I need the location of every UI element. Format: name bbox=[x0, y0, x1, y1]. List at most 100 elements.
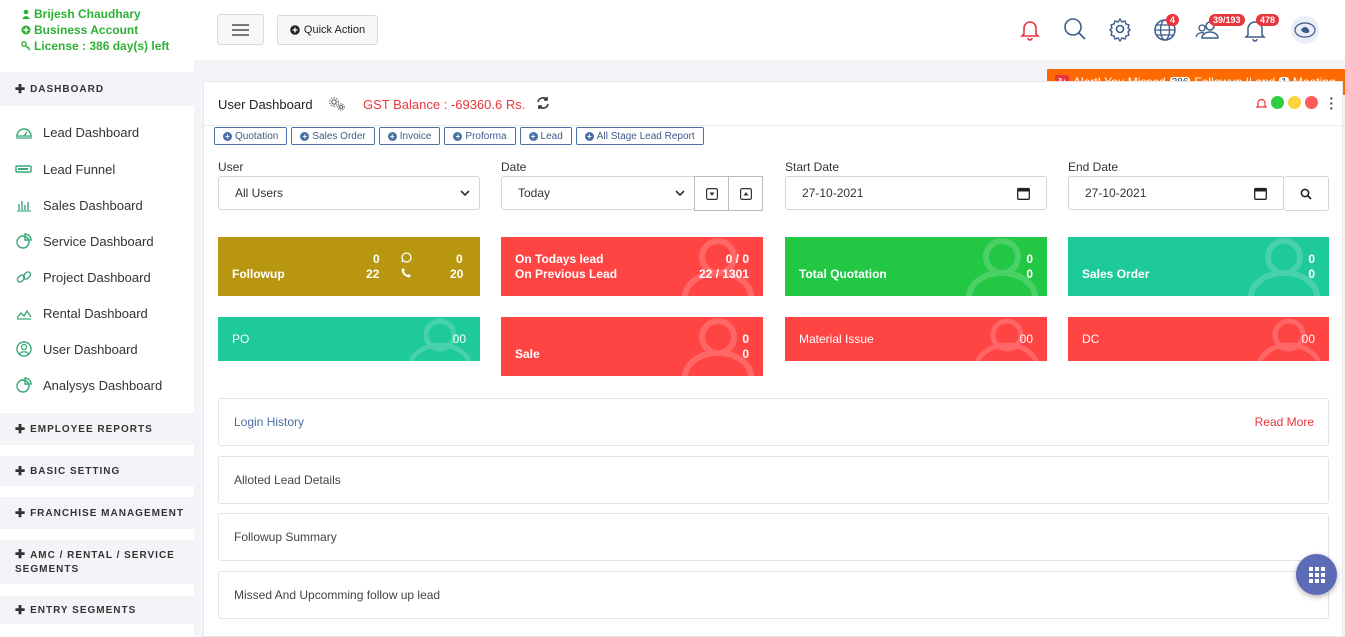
alloted-lead-details-section[interactable]: Alloted Lead Details bbox=[218, 456, 1329, 504]
start-date-label: Start Date bbox=[785, 160, 840, 174]
todays-lead-card[interactable]: On Todays lead On Previous Lead 0 / 0 22… bbox=[501, 237, 763, 296]
apps-grid-button[interactable] bbox=[1296, 554, 1337, 595]
sales-order-link[interactable]: + Sales Order bbox=[291, 127, 375, 145]
proforma-link[interactable]: + Proforma bbox=[444, 127, 516, 145]
section-dashboard[interactable]: ✚ DASHBOARD bbox=[0, 72, 194, 106]
more-options-icon[interactable]: · · · bbox=[1329, 90, 1334, 116]
card-label: Total Quotation bbox=[799, 267, 887, 281]
all-stage-lead-report-link[interactable]: + All Stage Lead Report bbox=[575, 127, 704, 145]
po-card[interactable]: PO 00 bbox=[218, 317, 480, 361]
sidebar-item-label: Lead Funnel bbox=[43, 161, 116, 177]
search-button[interactable] bbox=[1283, 176, 1329, 211]
sidebar-item-label: Lead Dashboard bbox=[43, 124, 140, 140]
users-watermark-icon bbox=[408, 318, 472, 361]
quotation-value-top: 0 bbox=[1026, 252, 1033, 266]
sidebar-item-project-dashboard[interactable]: Project Dashboard bbox=[0, 259, 194, 295]
status-dot-green[interactable] bbox=[1271, 96, 1284, 109]
read-more-link[interactable]: Read More bbox=[1254, 415, 1314, 429]
lead-link[interactable]: + Lead bbox=[519, 127, 572, 145]
section-label: BASIC SETTING bbox=[30, 465, 121, 477]
sale-card[interactable]: Sale 0 0 bbox=[501, 317, 763, 376]
section-employee-reports[interactable]: ✚ EMPLOYEE REPORTS bbox=[0, 413, 194, 445]
section-label-wrap: ✚ AMC / RENTAL / SERVICE SEGMENTS bbox=[15, 547, 185, 577]
total-quotation-card[interactable]: Total Quotation 0 0 bbox=[785, 237, 1047, 296]
end-date-value: 27-10-2021 bbox=[1085, 186, 1147, 200]
followup-summary-section[interactable]: Followup Summary bbox=[218, 513, 1329, 561]
date-select[interactable]: Today bbox=[501, 176, 695, 210]
previous-lead-value: 22 / 1301 bbox=[698, 267, 749, 281]
sidebar-item-service-dashboard[interactable]: Service Dashboard bbox=[0, 223, 194, 259]
language-button[interactable]: 4 bbox=[1152, 14, 1180, 42]
calendar-icon[interactable] bbox=[1254, 187, 1267, 200]
section-label: ENTRY SEGMENTS bbox=[30, 604, 137, 616]
globe-icon bbox=[1154, 19, 1176, 41]
card-label: Material Issue bbox=[799, 332, 874, 346]
link-icon bbox=[16, 271, 32, 283]
topbar: Quick Action 4 39/193 478 bbox=[194, 0, 1345, 60]
globe-badge: 4 bbox=[1166, 14, 1180, 26]
search-icon[interactable] bbox=[1062, 16, 1088, 42]
sale-value-bottom: 0 bbox=[742, 347, 749, 361]
notifications-badge: 478 bbox=[1256, 14, 1280, 26]
end-date-input[interactable]: 27-10-2021 bbox=[1068, 176, 1284, 210]
date-up-button[interactable] bbox=[728, 176, 763, 211]
profile-logo[interactable] bbox=[1291, 16, 1319, 44]
account-type: Business Account bbox=[34, 23, 139, 37]
login-history-section[interactable]: Login History Read More bbox=[218, 398, 1329, 446]
material-issue-card[interactable]: Material Issue 00 bbox=[785, 317, 1047, 361]
sidebar-item-lead-funnel[interactable]: Lead Funnel bbox=[0, 151, 194, 187]
status-dot-yellow[interactable] bbox=[1288, 96, 1301, 109]
section-title: Missed And Upcomming follow up lead bbox=[234, 588, 441, 602]
users-badge: 39/193 bbox=[1209, 14, 1245, 26]
missed-upcoming-followup-section[interactable]: Missed And Upcomming follow up lead bbox=[218, 571, 1329, 619]
header-divider bbox=[204, 125, 1344, 126]
start-date-input[interactable]: 27-10-2021 bbox=[785, 176, 1047, 210]
sidebar-item-user-dashboard[interactable]: User Dashboard bbox=[0, 331, 194, 367]
whatsapp-icon bbox=[401, 252, 412, 263]
todays-lead-value: 0 / 0 bbox=[725, 252, 749, 266]
bell-icon[interactable] bbox=[1256, 97, 1267, 109]
sync-icon[interactable] bbox=[536, 96, 550, 110]
user-select[interactable]: All Users bbox=[218, 176, 480, 210]
sidebar-item-lead-dashboard[interactable]: Lead Dashboard bbox=[0, 114, 194, 150]
followup-value-bottom: 22 bbox=[366, 267, 380, 281]
section-entry-segments[interactable]: ✚ ENTRY SEGMENTS bbox=[0, 596, 194, 624]
date-down-button[interactable] bbox=[694, 176, 729, 211]
quick-links: + Quotation + Sales Order + Invoice + Profor… bbox=[214, 127, 704, 145]
sidebar-item-label: Rental Dashboard bbox=[43, 305, 148, 321]
quick-action-button[interactable]: Quick Action bbox=[277, 15, 378, 45]
sales-order-card[interactable]: Sales Order 0 0 bbox=[1068, 237, 1329, 296]
notifications-button[interactable]: 478 bbox=[1242, 14, 1280, 42]
status-dot-red[interactable] bbox=[1305, 96, 1318, 109]
quotation-link[interactable]: + Quotation bbox=[214, 127, 288, 145]
user-name-row[interactable]: Brijesh Chaudhary bbox=[21, 6, 194, 22]
section-label: FRANCHISE MANAGEMENT bbox=[30, 507, 184, 519]
gear-icon[interactable] bbox=[1107, 16, 1133, 42]
followup-card[interactable]: Followup 0 22 0 20 bbox=[218, 237, 480, 296]
sales-order-value-top: 0 bbox=[1308, 252, 1315, 266]
battery-icon bbox=[15, 165, 32, 173]
link-label: Lead bbox=[540, 130, 563, 142]
sidebar-item-rental-dashboard[interactable]: Rental Dashboard bbox=[0, 295, 194, 331]
dc-card[interactable]: DC 00 bbox=[1068, 317, 1329, 361]
link-label: Quotation bbox=[235, 130, 279, 142]
section-amc-rental-service[interactable]: ✚ AMC / RENTAL / SERVICE SEGMENTS bbox=[0, 540, 194, 584]
link-label: Invoice bbox=[399, 130, 432, 142]
sidebar-item-sales-dashboard[interactable]: Sales Dashboard bbox=[0, 187, 194, 223]
section-franchise-management[interactable]: ✚ FRANCHISE MANAGEMENT bbox=[0, 497, 194, 529]
bell-icon[interactable] bbox=[1017, 16, 1043, 42]
settings-gears-icon[interactable] bbox=[328, 95, 346, 113]
sidebar-item-label: Analysys Dashboard bbox=[43, 377, 163, 393]
users-button[interactable]: 39/193 bbox=[1195, 14, 1245, 42]
logo-icon bbox=[1294, 22, 1316, 38]
sidebar-item-label: User Dashboard bbox=[43, 341, 138, 357]
po-value: 00 bbox=[452, 332, 466, 346]
card-label: Sale bbox=[515, 347, 540, 361]
sidebar-item-analysys-dashboard[interactable]: Analysys Dashboard bbox=[0, 367, 194, 403]
whatsapp-count: 0 bbox=[456, 252, 463, 266]
card-label: Followup bbox=[232, 267, 285, 281]
calendar-icon[interactable] bbox=[1017, 187, 1030, 200]
menu-toggle-button[interactable] bbox=[217, 14, 264, 45]
section-basic-setting[interactable]: ✚ BASIC SETTING bbox=[0, 456, 194, 486]
invoice-link[interactable]: + Invoice bbox=[378, 127, 441, 145]
